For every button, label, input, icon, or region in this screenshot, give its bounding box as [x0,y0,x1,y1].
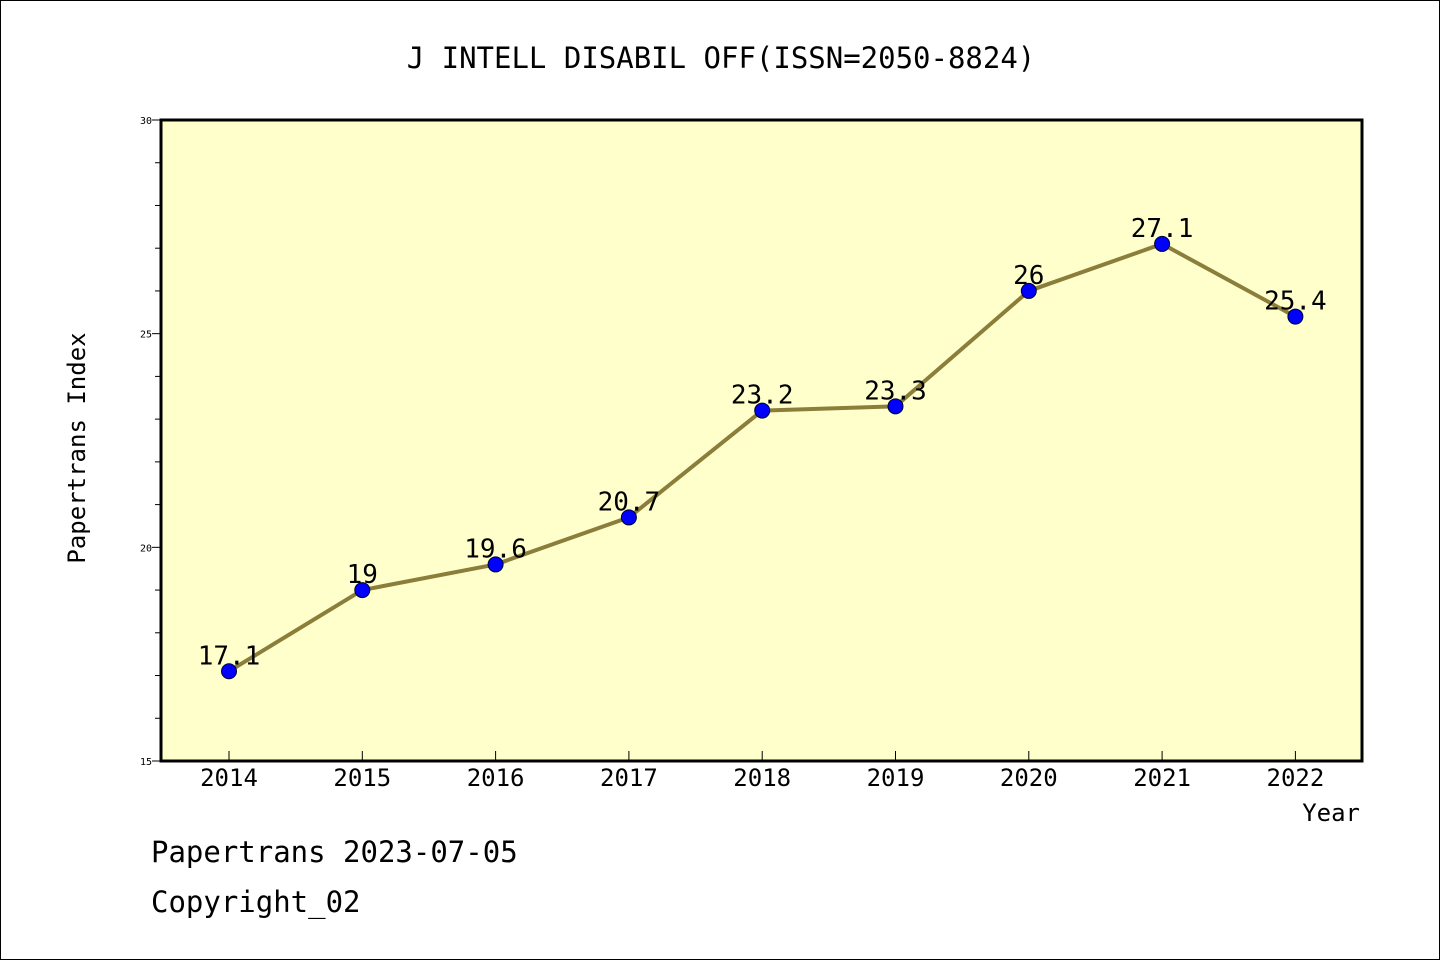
data-point [354,582,371,599]
data-label: 23.2 [731,381,794,411]
data-point [620,509,637,526]
x-tick-label: 2022 [1267,764,1325,792]
data-point [887,398,904,415]
x-tick-label: 2015 [333,764,391,792]
footer-copyright: Copyright_02 [151,885,361,919]
data-point [754,402,771,419]
x-axis-ticks: 2014 2015 2016 2017 2018 2019 2020 2021 2022 [200,751,1324,792]
data-point [1287,308,1304,325]
footer-date: Papertrans 2023-07-05 [151,835,518,869]
data-point [1154,235,1171,252]
x-tick-label: 2017 [600,764,658,792]
data-point [487,556,504,573]
data-label: 26 [1013,261,1044,291]
x-tick-label: 2014 [200,764,258,792]
y-tick-label: 25 [140,330,152,341]
data-label: 19.6 [464,534,527,564]
data-label: 20.7 [598,487,661,517]
x-tick-label: 2018 [733,764,791,792]
y-tick-label: 20 [140,543,152,554]
data-labels: 17.1 19 19.6 20.7 23.2 23.3 26 27.1 25.4 [198,214,1327,671]
y-tick-label: 30 [140,116,152,127]
data-label: 27.1 [1131,214,1194,244]
series-markers [221,235,1304,680]
data-label: 17.1 [198,641,261,671]
y-axis-ticks: 15 20 25 30 [140,116,161,768]
y-tick-label: 15 [140,757,152,768]
x-axis-label: Year [1302,799,1360,827]
plot-area [159,118,1364,763]
data-label: 23.3 [864,376,927,406]
data-label: 19 [347,560,378,590]
chart-title: J INTELL DISABIL OFF(ISSN=2050-8824) [407,41,1036,75]
data-point [1020,282,1037,299]
x-tick-label: 2020 [1000,764,1058,792]
x-tick-label: 2019 [867,764,925,792]
x-tick-label: 2021 [1133,764,1191,792]
data-point [221,663,237,680]
y-axis-label: Papertrans Index [63,332,91,563]
x-tick-label: 2016 [467,764,525,792]
data-label: 25.4 [1264,287,1327,317]
